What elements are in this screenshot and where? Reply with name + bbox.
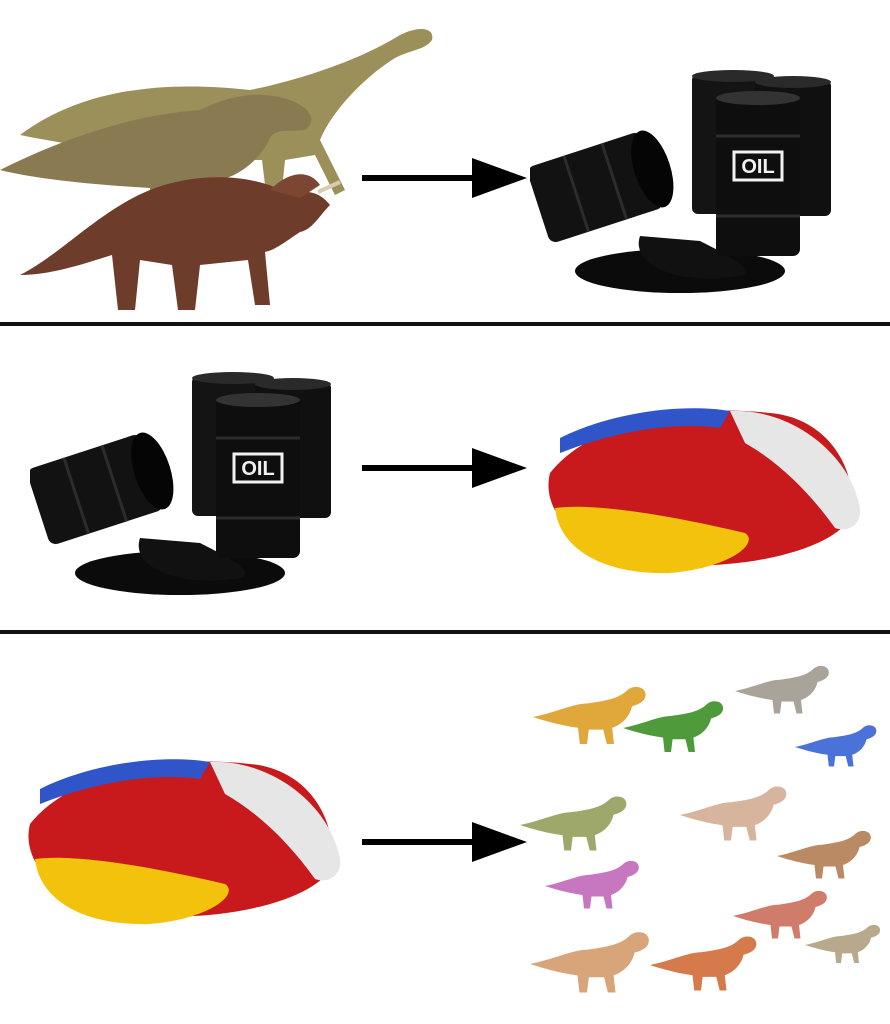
panel-divider (0, 630, 890, 634)
toy-dinosaur (623, 701, 724, 752)
arrow-right-icon (362, 448, 527, 488)
barrel-label: OIL (741, 156, 774, 178)
toy-dinosaur (805, 924, 881, 963)
toy-dinosaurs-illustration (520, 665, 881, 993)
arrow-right-icon (362, 822, 527, 862)
plastic-pellets-illustration (548, 408, 861, 574)
panel-oil-to-plastic: OIL (0, 328, 890, 630)
plastic-pellets-illustration (28, 759, 341, 925)
toy-dinosaur (777, 830, 871, 879)
dinosaurs-illustration (0, 28, 433, 310)
toy-dinosaur (650, 936, 757, 991)
toy-dinosaur (680, 786, 787, 841)
toy-dinosaur (795, 725, 877, 767)
toy-dinosaur (530, 932, 649, 993)
toy-dinosaur (520, 796, 627, 851)
barrel-label: OIL (241, 458, 274, 480)
panel-divider (0, 322, 890, 326)
oil-barrels-illustration: OIL (30, 370, 333, 597)
panel-plastic-to-toys (0, 636, 890, 1024)
oil-barrels-illustration: OIL (530, 68, 833, 295)
toy-dinosaur (735, 665, 829, 714)
panel-dinosaurs-to-oil: OIL (0, 0, 890, 322)
toy-dinosaur (545, 860, 639, 909)
arrow-right-icon (362, 158, 527, 198)
toy-dinosaur (733, 890, 827, 939)
toy-dinosaur (533, 686, 646, 744)
